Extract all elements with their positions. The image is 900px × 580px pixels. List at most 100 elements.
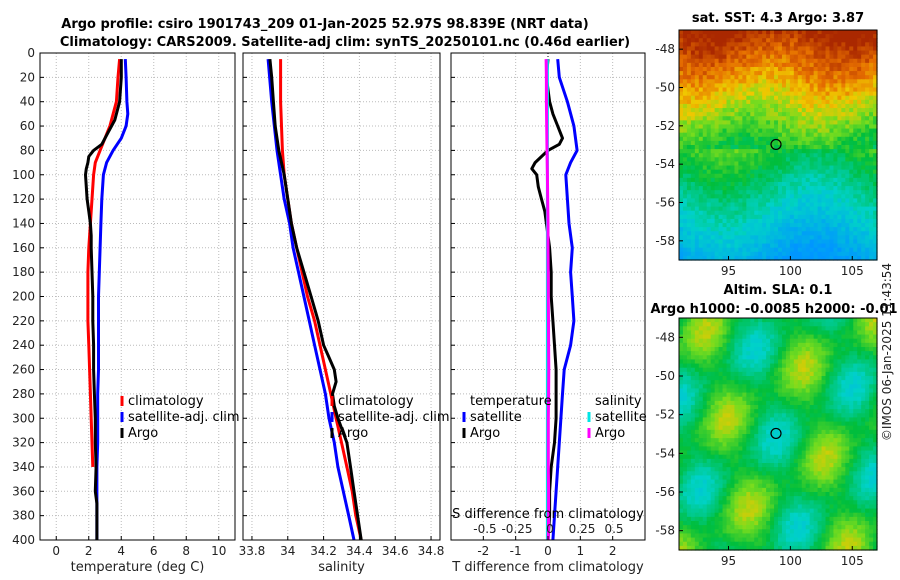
y-tick-label: 180 (12, 265, 35, 279)
sla-map-title-line1: Altim. SLA: 0.1 (724, 283, 833, 298)
x-tick-label: 2 (609, 544, 617, 558)
diff-top-tick-label: 0.5 (604, 522, 623, 536)
argo-position-marker (770, 427, 782, 440)
y-tick-label: 40 (20, 95, 35, 109)
x-tick-label: 2 (85, 544, 93, 558)
y-tick-label: 280 (12, 387, 35, 401)
x-tick-label: 6 (150, 544, 158, 558)
map-panels: sat. SST: 4.3 Argo: 3.87 95 100 105 -48 -50 -5… (650, 11, 897, 568)
y-tick-label: 400 (12, 533, 35, 547)
y-tick-label: 220 (12, 314, 35, 328)
y-tick-label: 160 (12, 241, 35, 255)
heatmap-cells (679, 318, 878, 551)
imos-timestamp: ©IMOS 06-Jan-2025 11:43:54 (880, 263, 894, 441)
plot-frame (242, 52, 441, 541)
legend-entry: climatology (338, 394, 414, 409)
diff-top-tick-label: -0.25 (501, 522, 532, 536)
x-tick-label: 0 (52, 544, 60, 558)
map-y-tick-label: -58 (655, 524, 675, 538)
map-x-tick-label: 105 (841, 264, 864, 278)
y-tick-label: 100 (12, 168, 35, 182)
x-tick-label: 33.8 (239, 544, 266, 558)
map-y-tick-label: -48 (655, 42, 675, 56)
sla-map-title-line2: Argo h1000: -0.0085 h2000: -0.01 (650, 302, 897, 317)
diff-top-axis-label: S difference from climatology (452, 507, 644, 522)
legend-title-salinity: salinity (595, 394, 642, 409)
x-tick-label: -2 (477, 544, 489, 558)
panel-salinity: 33.8 34 34.2 34.4 34.6 34.8 salinity (239, 52, 445, 575)
legend-entry: Argo (128, 426, 158, 441)
diff-top-tick-label: -0.5 (473, 522, 496, 536)
map-y-tick-label: -56 (655, 196, 675, 210)
series-satellite-adj-clim (95, 59, 130, 540)
map-y-tick-label: -50 (655, 369, 675, 383)
y-tick-label: 380 (12, 509, 35, 523)
diff-top-tick-label: 0 (546, 522, 554, 536)
legend-entry: Argo (470, 426, 500, 441)
series-salinity-argo (544, 59, 551, 541)
series-argo (268, 58, 363, 541)
y-tick-label: 260 (12, 363, 35, 377)
map-x-tick-label: 100 (779, 264, 802, 278)
sst-map-title: sat. SST: 4.3 Argo: 3.87 (692, 11, 864, 26)
y-tick-label: 340 (12, 460, 35, 474)
panel-temperature: 0 2 4 6 8 10 temperature (deg C) 0 20 40 60 80 100 12… (12, 46, 236, 575)
x-tick-label: 0 (544, 544, 552, 558)
legend-title-temperature: temperature (470, 394, 552, 409)
legend-entry: satellite (470, 410, 522, 425)
map-x-tick-label: 95 (721, 554, 736, 568)
y-tick-label: 240 (12, 338, 35, 352)
y-tick-label: 300 (12, 411, 35, 425)
x-tick-label: 10 (211, 544, 226, 558)
heatmap-cells (679, 30, 878, 261)
legend-entry: Argo (595, 426, 625, 441)
map-y-tick-label: -50 (655, 81, 675, 95)
legend-entry: climatology (128, 394, 204, 409)
map-x-tick-label: 95 (721, 264, 736, 278)
map-y-tick-label: -52 (655, 408, 675, 422)
panel-difference: -2 -1 0 1 2 T difference from climatology (450, 52, 646, 575)
y-tick-label: 60 (20, 119, 35, 133)
x-tick-label: 34.2 (310, 544, 337, 558)
figure-title-line2: Climatology: CARS2009. Satellite-adj cli… (60, 35, 630, 50)
y-tick-label: 80 (20, 143, 35, 157)
y-tick-label: 120 (12, 192, 35, 206)
figure-title-line1: Argo profile: csiro 1901743_209 01-Jan-2… (61, 17, 588, 32)
map-y-tick-label: -52 (655, 119, 675, 133)
legend-entry: Argo (338, 426, 368, 441)
map-x-tick-label: 105 (841, 554, 864, 568)
legend-entry: satellite (595, 410, 647, 425)
y-tick-label: 140 (12, 216, 35, 230)
diff-top-tick-label: 0.25 (569, 522, 596, 536)
legend-entry: satellite-adj. clim (338, 410, 450, 425)
x-axis-label: temperature (deg C) (71, 560, 205, 575)
x-axis-label: T difference from climatology (451, 560, 644, 575)
series-climatology (279, 59, 363, 541)
x-tick-label: 34.6 (382, 544, 409, 558)
map-y-tick-label: -54 (655, 446, 675, 460)
map-y-tick-label: -56 (655, 485, 675, 499)
argo-position-marker (770, 138, 782, 151)
y-tick-label: 320 (12, 436, 35, 450)
y-tick-label: 200 (12, 290, 35, 304)
x-tick-label: 1 (577, 544, 585, 558)
map-sst_map: 95 100 105 -48 -50 -52 -54 -56 -58 (655, 29, 878, 278)
x-tick-label: -1 (510, 544, 522, 558)
series-argo (84, 59, 123, 540)
map-y-tick-label: -58 (655, 234, 675, 248)
y-tick-label: 0 (27, 46, 35, 60)
map-y-tick-label: -48 (655, 330, 675, 344)
map-x-tick-label: 100 (779, 554, 802, 568)
y-tick-label: 360 (12, 484, 35, 498)
x-tick-label: 34.8 (418, 544, 445, 558)
x-axis-label: salinity (318, 560, 365, 575)
y-tick-label: 20 (20, 70, 35, 84)
x-tick-label: 34.4 (346, 544, 373, 558)
legend-entry: satellite-adj. clim (128, 410, 240, 425)
series-temperature-satellite (551, 58, 579, 541)
series-satellite-adj-clim (266, 58, 356, 541)
map-sla_map: 95 100 105 -48 -50 -52 -54 -56 -58 (655, 317, 878, 568)
map-frame (678, 317, 878, 551)
